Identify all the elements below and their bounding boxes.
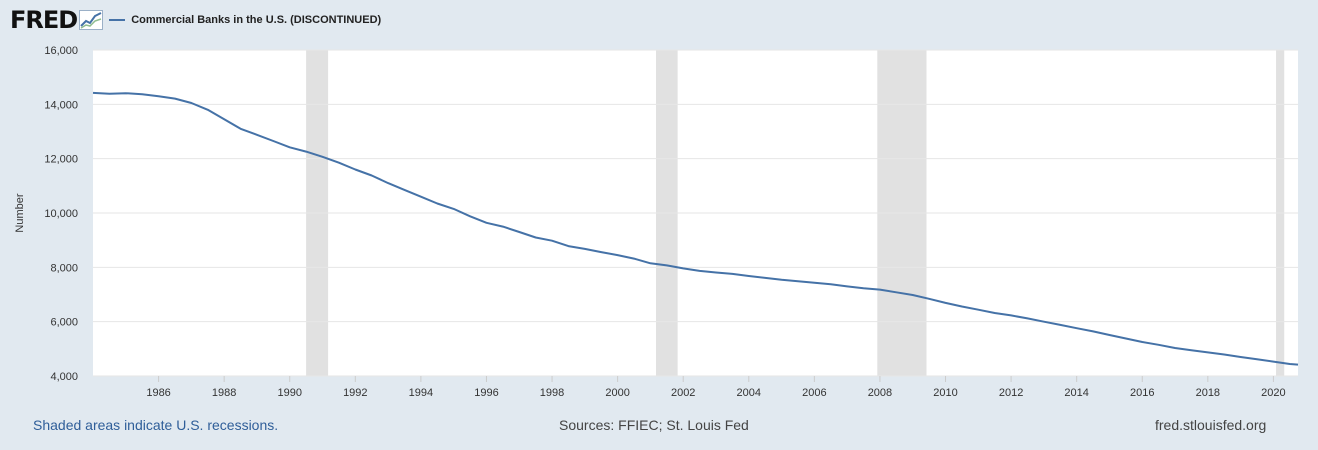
y-tick-label: 12,000 [44, 154, 78, 166]
series-layer [92, 91, 1299, 366]
x-tick-label: 1986 [146, 387, 170, 399]
chart-legend: Commercial Banks in the U.S. (DISCONTINU… [109, 14, 381, 26]
legend-series-swatch [109, 19, 126, 21]
x-tick-label: 2006 [802, 387, 826, 399]
x-tick-label: 1992 [343, 387, 367, 399]
gridlines [93, 49, 1298, 377]
x-tick-label: 1988 [212, 387, 236, 399]
y-tick-label: 4,000 [50, 371, 78, 383]
line-chart: 4,0006,0008,00010,00012,00014,00016,000 … [14, 45, 1299, 399]
y-tick-label: 8,000 [50, 262, 78, 274]
x-tick-label: 1996 [474, 387, 498, 399]
x-tick-label: 2010 [933, 387, 957, 399]
fred-logo[interactable]: FRED [10, 6, 104, 34]
fred-logo-text: FRED [10, 6, 78, 34]
y-axis-ticks: 4,000 6,000 8,000 10,000 12,000 14,000 16,000 [44, 45, 78, 383]
y-tick-label: 10,000 [44, 208, 78, 220]
x-tick-label: 2012 [999, 387, 1023, 399]
x-tick-label: 2014 [1064, 387, 1088, 399]
x-tick-label: 2002 [671, 387, 695, 399]
x-tick-label: 2004 [737, 387, 761, 399]
fred-logo-graph-icon [79, 10, 104, 30]
x-tick-label: 2000 [605, 387, 629, 399]
x-tick-label: 1994 [409, 387, 433, 399]
chart-header: FRED Commercial Banks in the U.S. (DISCO… [10, 6, 381, 34]
recession-note: Shaded areas indicate U.S. recessions. [33, 417, 279, 433]
y-tick-label: 16,000 [44, 45, 78, 57]
x-tick-label: 2020 [1261, 387, 1285, 399]
x-tick-label: 1990 [277, 387, 301, 399]
series-line-0[interactable] [92, 91, 1299, 366]
x-tick-label: 2008 [868, 387, 892, 399]
y-tick-label: 6,000 [50, 317, 78, 329]
source-url-link[interactable]: fred.stlouisfed.org [1155, 417, 1267, 433]
x-tick-label: 1998 [540, 387, 564, 399]
x-axis-ticks: 1986 1988 1990 1992 1994 1996 1998 2000 2002 2004… [146, 376, 1286, 399]
x-tick-label: 2016 [1130, 387, 1154, 399]
legend-series-label: Commercial Banks in the U.S. (DISCONTINU… [131, 14, 382, 26]
y-axis-label: Number [14, 193, 26, 232]
y-tick-label: 14,000 [44, 99, 78, 111]
x-tick-label: 2018 [1196, 387, 1220, 399]
sources-text: Sources: FFIEC; St. Louis Fed [559, 417, 749, 433]
